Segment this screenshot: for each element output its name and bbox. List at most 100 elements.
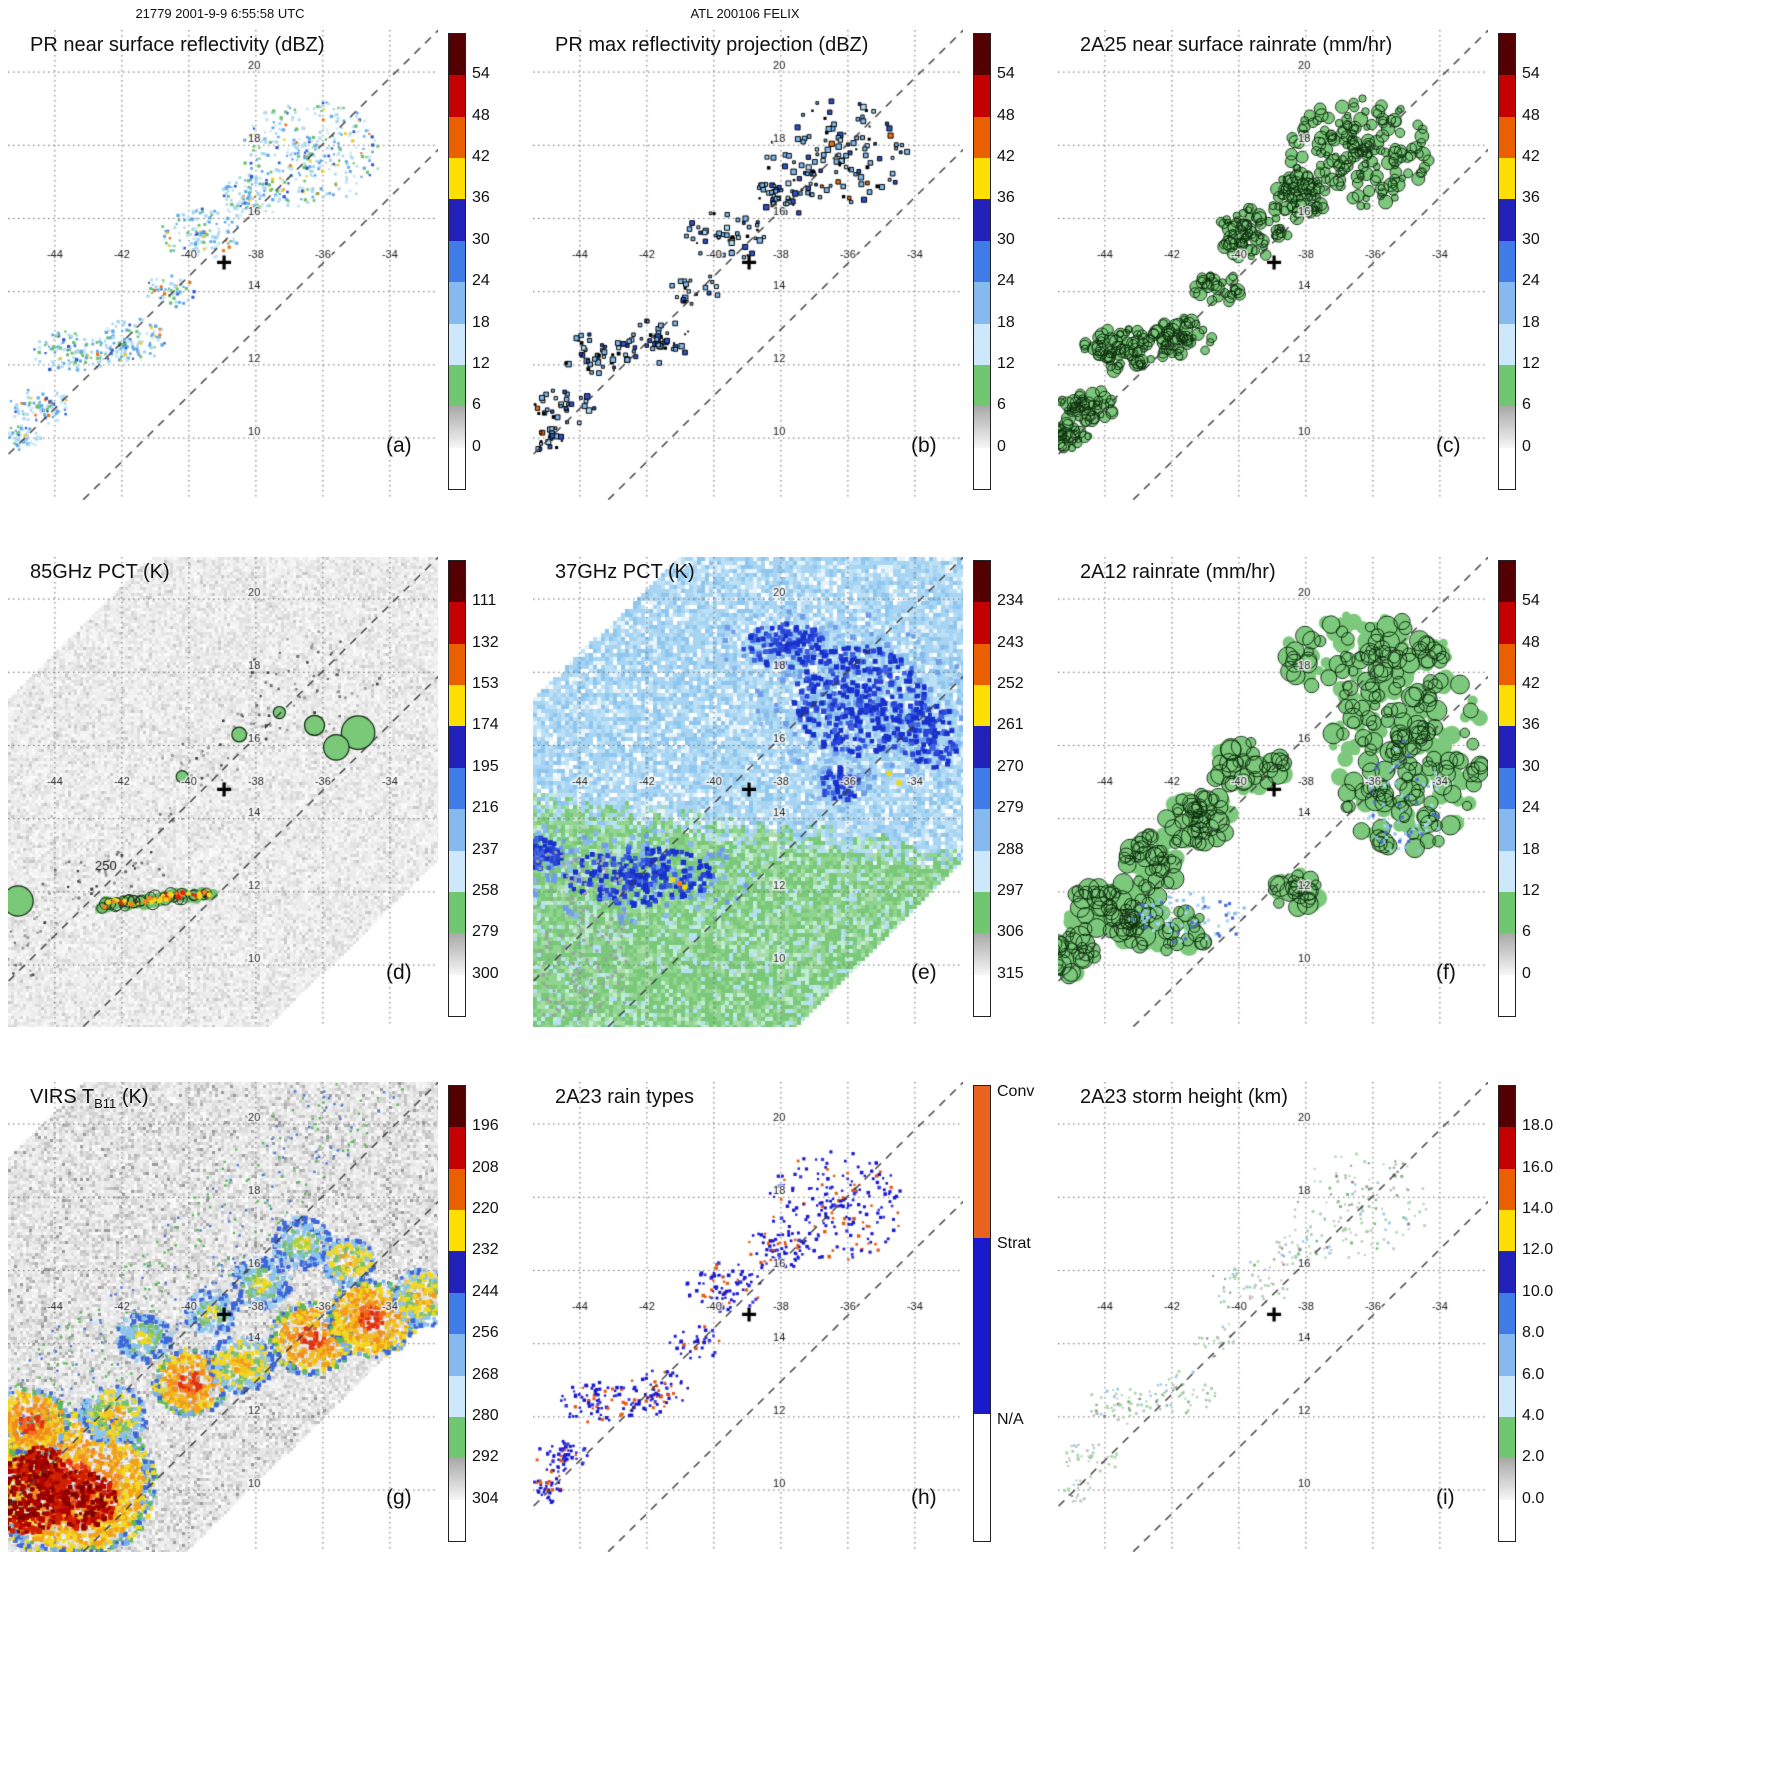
colorbar-tick: 18 — [1522, 313, 1540, 331]
colorbar-tick: 12 — [997, 354, 1015, 372]
colorbar-segment — [1499, 974, 1515, 1016]
colorbar-segment — [974, 75, 990, 118]
colorbar-segment — [449, 1127, 465, 1170]
colorbar-segment — [1499, 199, 1515, 242]
colorbar-tick: 280 — [472, 1406, 499, 1424]
colorbar-tick: 306 — [997, 923, 1024, 941]
panel-i: 2A23 storm height (km) (i) 18.0 16.0 14.0 12.… — [1058, 1082, 1580, 1597]
colorbar-tick: 232 — [472, 1241, 499, 1259]
colorbar-tick: 30 — [472, 230, 490, 248]
panel-letter-c: (c) — [1436, 434, 1461, 457]
colorbar-tick: 30 — [1522, 757, 1540, 775]
colorbar-tick: 0.0 — [1522, 1489, 1545, 1507]
colorbar-tick: 54 — [1522, 592, 1540, 610]
panel-e-colorbar — [973, 560, 991, 1017]
colorbar-segment — [974, 406, 990, 449]
title-text: (K) — [116, 1086, 149, 1108]
colorbar-segment — [449, 447, 465, 489]
colorbar-segment — [449, 75, 465, 118]
colorbar-tick: 132 — [472, 633, 499, 651]
colorbar-segment — [974, 1086, 990, 1239]
colorbar-segment — [974, 323, 990, 366]
colorbar-segment — [974, 726, 990, 769]
panel-letter-a: (a) — [386, 434, 412, 457]
colorbar-tick: 42 — [1522, 675, 1540, 693]
colorbar-segment — [1499, 602, 1515, 645]
colorbar-tick: 6 — [1522, 923, 1531, 941]
colorbar-segment — [1499, 447, 1515, 489]
colorbar-segment — [974, 447, 990, 489]
panel-letter-b: (b) — [911, 434, 937, 457]
colorbar-segment — [1499, 643, 1515, 686]
colorbar-label: Conv — [997, 1083, 1035, 1100]
panel-e-title: 37GHz PCT (K) — [555, 561, 695, 583]
panel-a-map — [8, 30, 438, 500]
panel-letter-e: (e) — [911, 961, 937, 984]
panel-c-map — [1058, 30, 1488, 500]
colorbar-segment — [1499, 240, 1515, 283]
colorbar-segment — [1499, 158, 1515, 200]
colorbar-tick: 8.0 — [1522, 1324, 1545, 1342]
colorbar-segment — [974, 240, 990, 283]
panel-a-title: PR near surface reflectivity (dBZ) — [30, 34, 325, 56]
panel-a: PR near surface reflectivity (dBZ) (a) 54 4… — [8, 30, 530, 545]
colorbar-segment — [1499, 561, 1515, 603]
colorbar-tick: 256 — [472, 1324, 499, 1342]
colorbar-tick: 36 — [1522, 189, 1540, 207]
colorbar-tick: 12 — [472, 354, 490, 372]
panel-f: 2A12 rainrate (mm/hr) (f) 54 48 42 36 30 24 18 12… — [1058, 557, 1580, 1072]
colorbar-segment — [449, 282, 465, 325]
colorbar-segment — [974, 974, 990, 1016]
panel-d-title: 85GHz PCT (K) — [30, 561, 170, 583]
panel-f-colorbar — [1498, 560, 1516, 1017]
colorbar-tick: 174 — [472, 716, 499, 734]
panel-c-colorbar — [1498, 33, 1516, 490]
title-subscript: B11 — [94, 1096, 117, 1111]
colorbar-tick: 244 — [472, 1282, 499, 1300]
colorbar-segment — [449, 726, 465, 769]
colorbar-tick: 252 — [997, 675, 1024, 693]
colorbar-tick: 268 — [472, 1365, 499, 1383]
colorbar-segment — [1499, 685, 1515, 727]
colorbar-segment — [449, 116, 465, 159]
colorbar-segment — [449, 809, 465, 852]
colorbar-tick: 36 — [472, 189, 490, 207]
colorbar-tick: 12 — [1522, 881, 1540, 899]
colorbar-segment — [974, 561, 990, 603]
colorbar-tick: 315 — [997, 964, 1024, 982]
colorbar-tick: 42 — [997, 148, 1015, 166]
colorbar-segment — [974, 364, 990, 407]
colorbar-segment — [449, 323, 465, 366]
colorbar-tick: 18.0 — [1522, 1117, 1554, 1135]
colorbar-segment — [974, 1413, 990, 1541]
colorbar-tick: 279 — [472, 923, 499, 941]
panel-b: PR max reflectivity projection (dBZ) (b) 5… — [533, 30, 1055, 545]
panel-i-map — [1058, 1082, 1488, 1552]
colorbar-segment — [449, 364, 465, 407]
colorbar-tick: 48 — [997, 106, 1015, 124]
colorbar-segment — [449, 850, 465, 893]
colorbar-tick: 6 — [997, 396, 1006, 414]
colorbar-tick: 0 — [472, 437, 481, 455]
storm-id-header: ATL 200106 FELIX — [690, 6, 800, 21]
colorbar-tick: 237 — [472, 840, 499, 858]
colorbar-tick: 16.0 — [1522, 1158, 1554, 1176]
colorbar-tick: 216 — [472, 799, 499, 817]
colorbar-tick: 12.0 — [1522, 1241, 1554, 1259]
panel-i-title: 2A23 storm height (km) — [1080, 1086, 1288, 1108]
colorbar-segment — [974, 116, 990, 159]
colorbar-tick: 54 — [1522, 65, 1540, 83]
colorbar-segment — [1499, 1416, 1515, 1459]
panel-letter-f: (f) — [1436, 961, 1456, 984]
colorbar-segment — [1499, 933, 1515, 976]
panel-letter-h: (h) — [911, 1486, 937, 1509]
colorbar-segment — [1499, 1334, 1515, 1377]
panel-e-map — [533, 557, 963, 1027]
panel-g-map — [8, 1082, 438, 1552]
panel-h-colorbar — [973, 1085, 991, 1542]
panel-c: 2A25 near surface rainrate (mm/hr) (c) 54 4… — [1058, 30, 1580, 545]
colorbar-segment — [974, 158, 990, 200]
orbit-timestamp-header: 21779 2001-9-9 6:55:58 UTC — [135, 6, 305, 21]
colorbar-segment — [449, 1292, 465, 1335]
